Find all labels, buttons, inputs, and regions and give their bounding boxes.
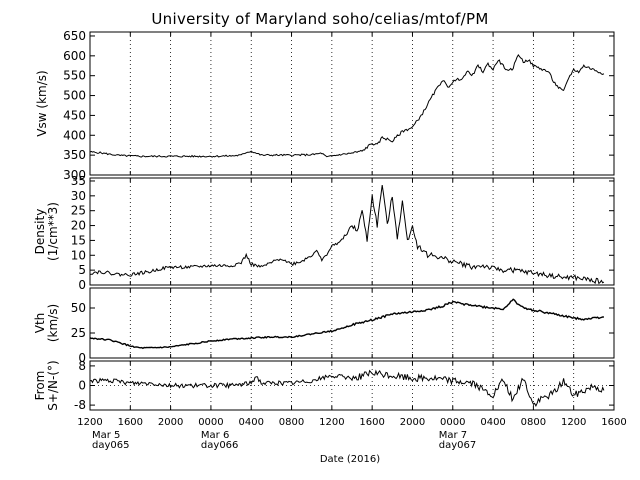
day-of-year-annotation: day066	[201, 440, 238, 451]
x-tick-label: 1200	[319, 417, 344, 428]
y-tick-label: 0	[78, 351, 86, 365]
y-tick-label: 450	[63, 108, 86, 122]
data-series-line	[89, 185, 605, 285]
x-tick-label: 0000	[198, 417, 223, 428]
y-tick-label: 10	[71, 248, 86, 262]
y-tick-label: 35	[71, 174, 86, 188]
x-tick-label: 0000	[440, 417, 465, 428]
day-of-year-annotation: day065	[92, 440, 129, 451]
day-of-year-annotation: day067	[439, 440, 476, 451]
y-axis-label: Density(1/cm**3)	[33, 202, 60, 261]
x-tick-label: 0800	[521, 417, 546, 428]
y-tick-label: 15	[71, 233, 86, 247]
y-tick-label: 5	[78, 263, 86, 277]
x-tick-label: 0800	[279, 417, 304, 428]
y-tick-label: 50	[71, 301, 86, 315]
x-tick-label: 0400	[480, 417, 505, 428]
data-series-line	[89, 369, 605, 408]
y-tick-label: 500	[63, 89, 86, 103]
chart-title: University of Maryland soho/celias/mtof/…	[151, 10, 489, 28]
x-tick-label: 1200	[77, 417, 102, 428]
y-tick-label: 25	[71, 204, 86, 218]
y-tick-label: 8	[78, 359, 86, 373]
x-tick-label: 1600	[359, 417, 384, 428]
y-tick-label: -8	[74, 398, 86, 412]
y-tick-label: 350	[63, 148, 86, 162]
panel-frame	[89, 287, 615, 359]
data-series-line	[89, 298, 604, 350]
y-tick-label: 400	[63, 128, 86, 142]
x-tick-label: 1600	[601, 417, 626, 428]
y-tick-label: 550	[63, 69, 86, 83]
y-tick-label: 30	[71, 189, 86, 203]
y-tick-label: 0	[78, 278, 86, 292]
date-annotation: Mar 7	[439, 430, 467, 441]
x-tick-label: 0400	[239, 417, 264, 428]
data-series-line	[89, 53, 605, 158]
x-axis-label: Date (2016)	[320, 454, 380, 465]
flow-angle-panel: -8 0 8 FromS+/N-(°)	[33, 359, 615, 412]
x-tick-label: 1200	[561, 417, 586, 428]
y-axis-label: Vth(km/s)	[33, 304, 60, 342]
panel-frame	[89, 31, 615, 176]
vth-panel: 0 25 50 Vth(km/s)	[33, 287, 615, 365]
y-axis-label: Vsw (km/s)	[35, 70, 49, 136]
y-tick-label: 20	[71, 219, 86, 233]
x-tick-label: 2000	[400, 417, 425, 428]
x-tick-label: 1600	[118, 417, 143, 428]
x-tick-label: 2000	[158, 417, 183, 428]
date-annotation: Mar 6	[201, 430, 229, 441]
y-tick-label: 300	[63, 168, 86, 182]
y-tick-label: 650	[63, 29, 86, 43]
vsw-panel: 300 350 400 450 500 550 600 650 Vsw (km/s)	[35, 29, 615, 182]
panel-frame	[89, 177, 615, 286]
y-tick-label: 600	[63, 49, 86, 63]
y-tick-label: 25	[71, 326, 86, 340]
y-axis-label: FromS+/N-(°)	[33, 360, 60, 410]
y-tick-label: 0	[78, 379, 86, 393]
date-annotation: Mar 5	[92, 430, 120, 441]
